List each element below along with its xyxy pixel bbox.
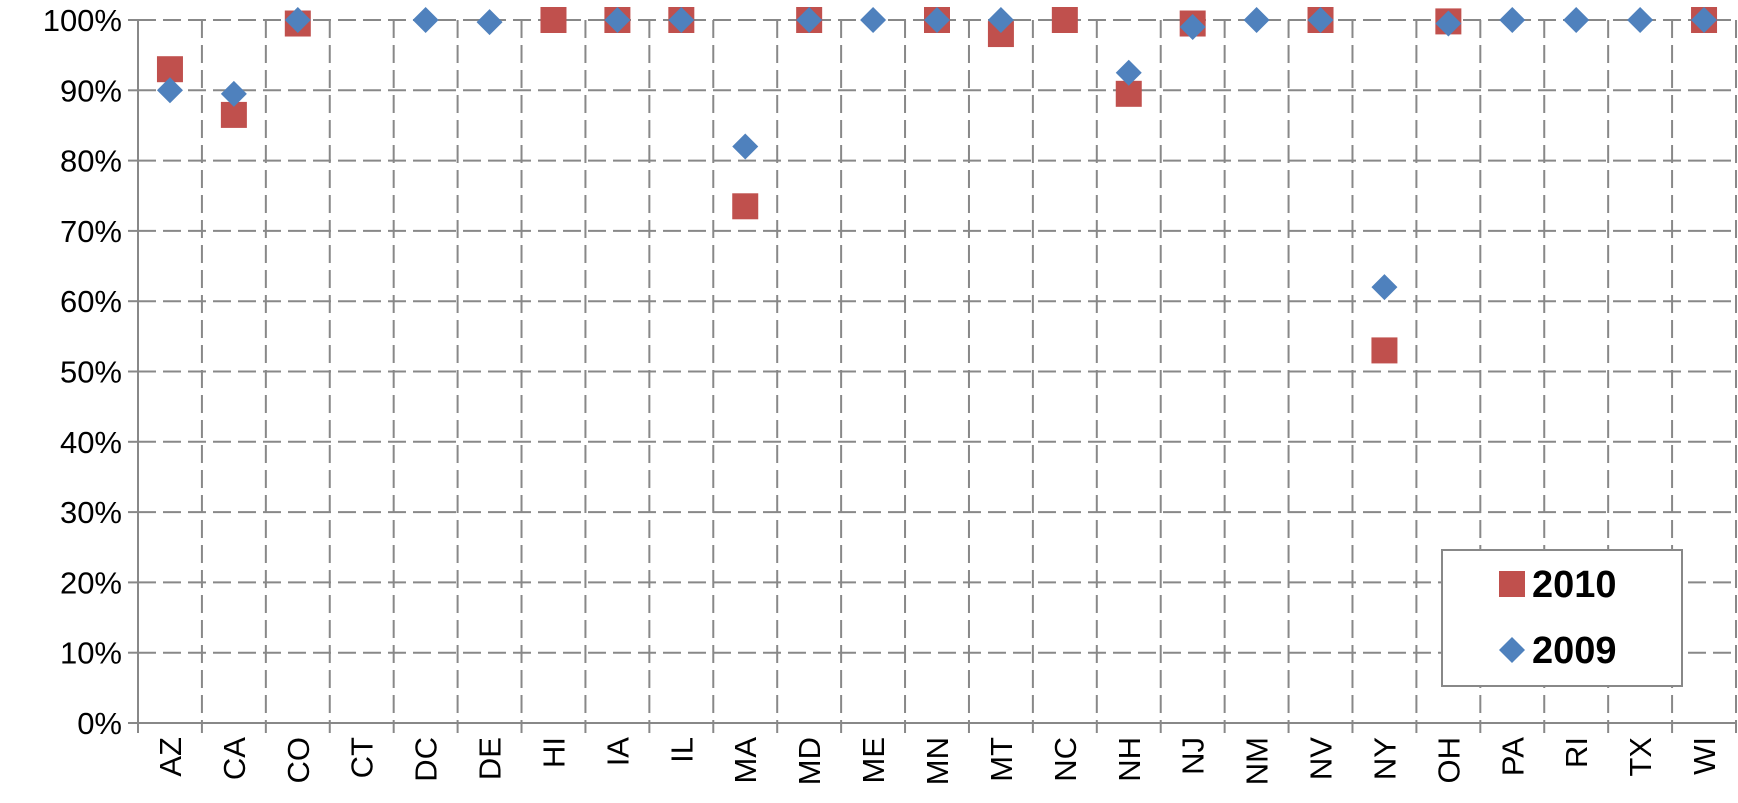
series-2009-point xyxy=(987,7,1014,33)
x-tick-label: WI xyxy=(1687,737,1722,775)
legend-label-2009: 2009 xyxy=(1532,630,1617,672)
series-2009-point xyxy=(668,7,695,33)
series-2009-point xyxy=(1179,14,1206,41)
legend-label-2010: 2010 xyxy=(1532,564,1617,606)
grid-layer xyxy=(138,19,1737,723)
x-tick-label: ME xyxy=(856,737,891,784)
series-2009-point xyxy=(1691,7,1718,33)
series-2009-point xyxy=(1563,7,1590,33)
legend-marker-2009 xyxy=(1499,637,1525,663)
y-tick-label: 20% xyxy=(60,565,122,600)
series-2009-point xyxy=(860,7,887,33)
x-tick-label: CO xyxy=(281,737,316,784)
x-tick-label: NM xyxy=(1240,737,1275,785)
legend: 2010 2009 xyxy=(1441,549,1683,687)
series-2009-point xyxy=(220,80,247,107)
series-2009-point xyxy=(924,7,950,33)
y-tick-label: 80% xyxy=(60,144,122,179)
x-tick-label: CA xyxy=(217,737,252,780)
series-2009-point xyxy=(1307,7,1334,33)
x-tick-label: RI xyxy=(1559,737,1594,768)
x-tick-label: PA xyxy=(1495,737,1530,776)
y-tick-label: 60% xyxy=(60,284,122,319)
x-tick-label: NC xyxy=(1048,737,1083,782)
legend-box xyxy=(1441,549,1683,687)
series-2009-point xyxy=(1627,7,1654,33)
y-tick-label: 90% xyxy=(60,73,122,108)
series-2009-point xyxy=(1371,274,1398,301)
x-tick-label: CT xyxy=(345,737,380,778)
x-tick-label: OH xyxy=(1431,737,1466,784)
x-tick-label: IA xyxy=(600,737,635,767)
x-tick-label: HI xyxy=(536,737,571,768)
series-2009-point xyxy=(284,7,311,33)
series-2009-point xyxy=(732,133,759,160)
marks-layer xyxy=(156,7,1718,364)
y-tick-label: 0% xyxy=(77,706,122,741)
series-2009-point xyxy=(412,7,439,33)
x-tick-label: AZ xyxy=(153,737,188,777)
series-2009-point xyxy=(1435,10,1462,37)
x-tick-label: MA xyxy=(728,737,763,784)
y-tick-label: 70% xyxy=(60,214,122,249)
series-2010-point xyxy=(732,193,759,220)
x-tick-label: TX xyxy=(1623,737,1658,777)
series-2009-point xyxy=(476,9,503,36)
series-2009-point xyxy=(156,77,183,104)
x-tick-label: MD xyxy=(792,737,827,785)
x-tick-label: NJ xyxy=(1176,737,1211,775)
series-2009-point xyxy=(796,7,823,33)
y-tick-label: 100% xyxy=(43,3,122,38)
series-2009-point xyxy=(1243,7,1270,33)
x-tick-label: NV xyxy=(1304,737,1339,780)
axis-layer: 0% 10% 20% 30% 40% 50% 60% 70% 80% 90% 100% AZ CA CO C… xyxy=(43,3,1737,785)
series-2009-point xyxy=(1115,59,1142,86)
series-2010-point xyxy=(1371,337,1398,364)
x-tick-label: DE xyxy=(473,737,508,780)
legend-marker-2010 xyxy=(1499,571,1525,597)
x-tick-label: MT xyxy=(984,737,1019,782)
y-tick-label: 10% xyxy=(60,636,122,671)
series-2010-point xyxy=(1051,7,1078,33)
x-tick-label: DC xyxy=(409,737,444,782)
x-tick-label: IL xyxy=(664,737,699,763)
y-tick-label: 50% xyxy=(60,355,122,390)
series-2010-point xyxy=(540,7,567,33)
series-2009-point xyxy=(1499,7,1526,33)
series-2009-point xyxy=(604,7,631,33)
y-tick-label: 30% xyxy=(60,495,122,530)
x-tick-label: NY xyxy=(1367,737,1402,780)
x-tick-label: NH xyxy=(1112,737,1147,782)
y-tick-label: 40% xyxy=(60,425,122,460)
x-tick-label: MN xyxy=(920,737,955,785)
